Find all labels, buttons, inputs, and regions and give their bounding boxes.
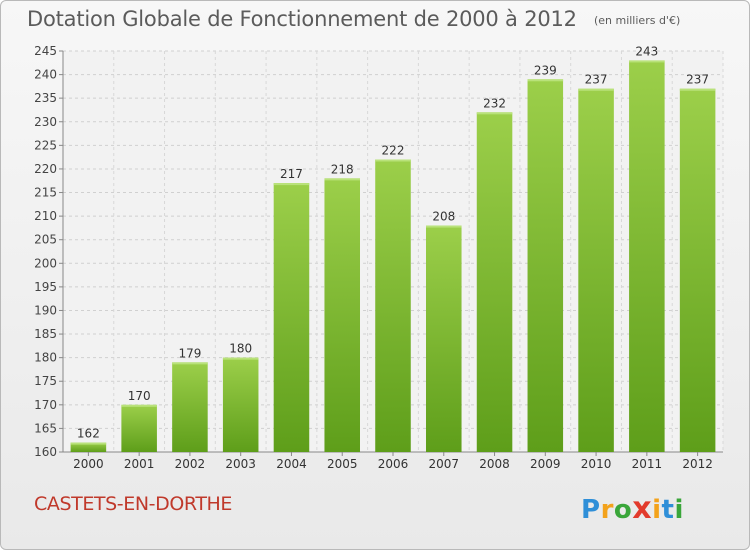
bar-value-label: 237 [585, 73, 608, 87]
bar-highlight [121, 404, 157, 407]
chart-header: Dotation Globale de Fonctionnement de 20… [27, 7, 680, 31]
logo-letter: o [613, 495, 633, 525]
logo-letter: i [652, 495, 662, 525]
y-tick-label: 220 [34, 162, 57, 176]
logo-letter: r [600, 495, 614, 525]
bar [222, 357, 259, 452]
x-tick-label: 2002 [175, 457, 206, 471]
x-tick-label: 2010 [581, 457, 612, 471]
bar [578, 88, 614, 452]
x-tick-label: 2009 [530, 457, 561, 471]
bar-value-label: 208 [432, 210, 455, 224]
y-tick-label: 195 [34, 280, 57, 294]
y-tick-label: 235 [34, 91, 57, 105]
x-tick-label: 2005 [327, 457, 358, 471]
bar [172, 362, 208, 452]
logo-letter: P [581, 495, 601, 525]
y-tick-label: 175 [34, 374, 57, 388]
chart-unit-note: (en milliers d'€) [593, 14, 681, 27]
x-tick-label: 2007 [428, 457, 459, 471]
bar-highlight [476, 112, 513, 115]
chart-title: Dotation Globale de Fonctionnement de 20… [27, 7, 577, 31]
y-tick-label: 170 [34, 398, 57, 412]
x-tick-label: 2011 [632, 457, 663, 471]
bar-highlight [679, 88, 716, 91]
bar-highlight [375, 159, 411, 162]
bar-highlight [629, 60, 665, 63]
y-tick-label: 160 [34, 445, 57, 459]
bar-highlight [172, 362, 208, 365]
bar-value-label: 180 [229, 342, 252, 356]
bar [629, 60, 665, 452]
bar-value-label: 217 [280, 167, 303, 181]
x-tick-label: 2006 [378, 457, 409, 471]
bar-highlight [222, 357, 259, 360]
x-tick-label: 2004 [276, 457, 307, 471]
y-tick-label: 215 [34, 186, 57, 200]
y-tick-label: 200 [34, 256, 57, 270]
bar-highlight [324, 178, 360, 181]
bar-value-label: 218 [331, 162, 354, 176]
bar-highlight [273, 183, 310, 186]
logo-letter: x [632, 491, 653, 526]
y-tick-label: 245 [34, 44, 57, 58]
bar [476, 112, 513, 453]
bar-value-label: 162 [77, 427, 100, 441]
y-tick-label: 210 [34, 209, 57, 223]
bar-value-label: 170 [128, 389, 151, 403]
x-tick-label: 2012 [682, 457, 713, 471]
y-tick-label: 165 [34, 421, 57, 435]
bar-value-label: 239 [534, 63, 557, 77]
y-tick-label: 240 [34, 68, 57, 82]
bar-highlight [527, 79, 564, 82]
bar-value-label: 222 [382, 144, 405, 158]
proxiti-logo: Proxiti [581, 491, 684, 526]
y-tick-label: 180 [34, 351, 57, 365]
logo-letter: t [661, 495, 675, 525]
bar-value-label: 179 [178, 346, 201, 360]
bar [426, 225, 462, 452]
bar [273, 183, 310, 452]
bar-highlight [578, 88, 614, 91]
bar [121, 404, 157, 452]
logo-letter: i [674, 495, 684, 525]
bar-highlight [70, 442, 107, 445]
y-tick-label: 185 [34, 327, 57, 341]
y-tick-label: 225 [34, 138, 57, 152]
bar [527, 79, 564, 453]
bar [324, 178, 360, 452]
x-tick-label: 2001 [124, 457, 155, 471]
y-tick-label: 190 [34, 303, 57, 317]
bar-value-label: 237 [686, 73, 709, 87]
bar-highlight [426, 225, 462, 228]
x-tick-label: 2008 [479, 457, 510, 471]
y-tick-label: 230 [34, 115, 57, 129]
commune-name: CASTETS-EN-DORTHE [34, 493, 233, 515]
y-tick-label: 205 [34, 233, 57, 247]
bar-value-label: 243 [635, 44, 658, 58]
bar [679, 88, 716, 452]
bar [375, 159, 411, 452]
bar [70, 442, 107, 452]
bar-value-label: 232 [483, 96, 506, 110]
x-tick-label: 2000 [73, 457, 104, 471]
x-tick-label: 2003 [225, 457, 256, 471]
